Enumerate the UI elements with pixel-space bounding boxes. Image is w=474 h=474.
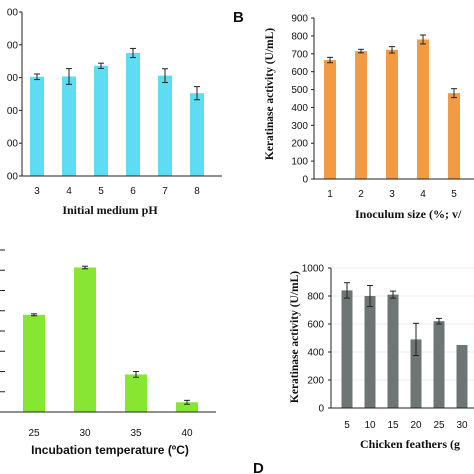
panel-b-x-tick-label: 5 xyxy=(451,189,457,200)
panel-d-y-tick-label: 200 xyxy=(307,376,324,387)
panel-a: 00 00 00 00 00 00 3 4 5 6 7 8 Initial medium pH xyxy=(7,8,222,217)
panel-c-x-tick-label: 35 xyxy=(130,428,142,439)
panel-a-y-tick-label: 00 xyxy=(7,139,19,150)
panel-a-bar xyxy=(30,76,44,176)
panel-d-letter: D xyxy=(253,460,264,474)
panel-a-y-tick-label: 00 xyxy=(7,73,19,84)
panel-d-x-tick-label: 30 xyxy=(456,420,468,431)
panel-b-bar xyxy=(417,39,429,179)
panel-a-bar xyxy=(126,53,140,176)
panel-a-x-tick-label: 8 xyxy=(194,186,200,197)
panel-a-bar xyxy=(94,65,108,176)
panel-b-bar xyxy=(324,60,336,179)
panel-d-bar xyxy=(456,345,468,408)
panel-d-x-label: Chicken feathers (g xyxy=(360,437,460,451)
panel-a-y-tick-label: 00 xyxy=(7,172,19,183)
panel-d: D 0 200 400 600 800 1000 5 10 15 20 25 30 Keratinas… xyxy=(253,264,474,474)
panel-a-x-tick-label: 7 xyxy=(162,186,168,197)
panel-c-bar xyxy=(74,267,96,412)
panel-d-x-tick-label: 15 xyxy=(387,420,399,431)
panel-b-x-tick-label: 1 xyxy=(327,189,333,200)
panel-a-x-tick-label: 3 xyxy=(34,186,40,197)
panel-a-x-label: Initial medium pH xyxy=(62,203,158,217)
panel-b-y-tick-label: 300 xyxy=(291,121,308,132)
panel-c-x-tick-label: 30 xyxy=(79,428,91,439)
panel-b-y-tick-label: 900 xyxy=(291,14,308,25)
panel-b-x-label: Inoculum size (%; v/ xyxy=(355,207,462,221)
panel-d-bar xyxy=(341,290,353,408)
panel-b: B 0100200300400500600700800900123456 Ker… xyxy=(233,9,474,221)
panel-d-y-label: Keratinase activity (U/mL) xyxy=(289,271,301,403)
panel-d-y-tick-label: 400 xyxy=(307,348,324,359)
panel-c-bar xyxy=(176,402,198,412)
panel-b-bar xyxy=(386,49,398,179)
panel-a-bar xyxy=(190,93,204,176)
panel-b-y-tick-label: 600 xyxy=(291,67,308,78)
panel-b-letter: B xyxy=(233,9,244,26)
panel-d-y-tick-label: 800 xyxy=(307,292,324,303)
panel-d-bar xyxy=(433,321,445,408)
panel-d-x-tick-label: 10 xyxy=(364,420,376,431)
panel-d-y-tick-label: 0 xyxy=(318,404,324,415)
panel-c-bar xyxy=(125,374,147,412)
panel-a-x-tick-label: 6 xyxy=(130,186,136,197)
panel-c-bar xyxy=(23,314,45,412)
panel-d-bar xyxy=(387,294,399,408)
panel-a-x-tick-label: 5 xyxy=(98,186,104,197)
panel-c-x-label: Incubation temperature (ºC) xyxy=(31,443,189,457)
panel-a-y-tick-label: 00 xyxy=(7,106,19,117)
panel-c-x-tick-label: 40 xyxy=(181,428,193,439)
panel-c-x-tick-label: 25 xyxy=(28,428,40,439)
panel-a-bar xyxy=(62,76,76,176)
panel-b-y-label: Keratinase activity (U/mL) xyxy=(264,28,276,160)
panel-d-x-tick-label: 25 xyxy=(433,420,445,431)
panel-b-y-tick-label: 800 xyxy=(291,31,308,42)
panel-d-x-tick-label: 5 xyxy=(344,420,350,431)
panel-d-y-tick-label: 600 xyxy=(307,320,324,331)
panel-b-x-tick-label: 3 xyxy=(389,189,395,200)
panel-b-y-tick-label: 700 xyxy=(291,49,308,60)
panel-c: 25 30 35 40 Incubation temperature (ºC) xyxy=(0,249,216,457)
panel-a-x-tick-label: 4 xyxy=(66,186,72,197)
panel-a-bar xyxy=(158,75,172,176)
panel-b-y-tick-label: 200 xyxy=(291,139,308,150)
panel-a-y-tick-label: 00 xyxy=(7,8,19,19)
panel-b-x-tick-label: 4 xyxy=(420,189,426,200)
panel-d-bar xyxy=(410,339,422,408)
panel-b-y-tick-label: 0 xyxy=(302,175,308,186)
panel-b-bar xyxy=(355,51,367,179)
panel-a-y-tick-label: 00 xyxy=(7,40,19,51)
panel-d-bar xyxy=(364,296,376,408)
panel-b-x-tick-label: 2 xyxy=(358,189,364,200)
panel-b-y-tick-label: 100 xyxy=(291,157,308,168)
panel-b-y-tick-label: 500 xyxy=(291,85,308,96)
panel-b-bar xyxy=(448,93,460,179)
panel-d-y-tick-label: 1000 xyxy=(302,264,325,275)
panel-d-x-tick-label: 20 xyxy=(410,420,422,431)
panel-b-y-tick-label: 400 xyxy=(291,103,308,114)
